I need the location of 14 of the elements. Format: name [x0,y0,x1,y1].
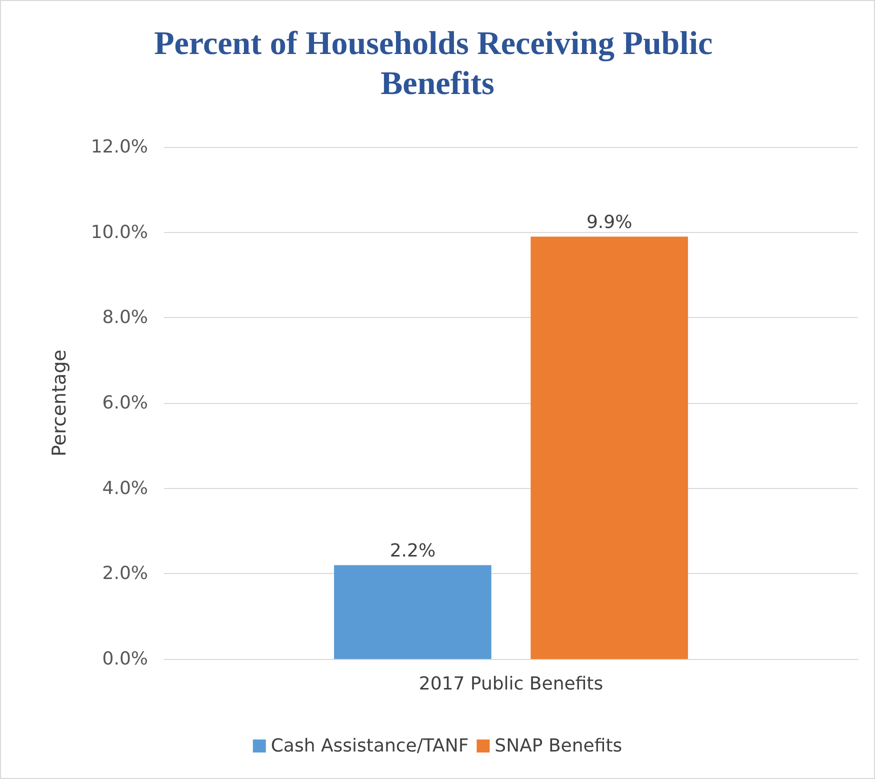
chart-title: Percent of Households Receiving Public Benefits [154,26,721,102]
y-axis-title: Percentage [48,350,70,456]
y-tick-label: 4.0% [102,478,148,499]
legend-label: Cash Assistance/TANF [270,736,469,756]
y-tick-label: 2.0% [102,563,148,584]
y-tick-label: 12.0% [90,136,148,158]
y-tick-label: 0.0% [102,648,148,670]
x-tick-label: 2017 Public Benefits [418,674,604,694]
y-tick-label: 10.0% [90,222,148,243]
y-tick-label: 8.0% [102,307,148,328]
data-label: 2.2% [390,540,436,562]
legend-label: SNAP Benefits [494,736,622,756]
y-tick-label: 6.0% [102,392,148,414]
data-label: 9.9% [586,212,632,234]
